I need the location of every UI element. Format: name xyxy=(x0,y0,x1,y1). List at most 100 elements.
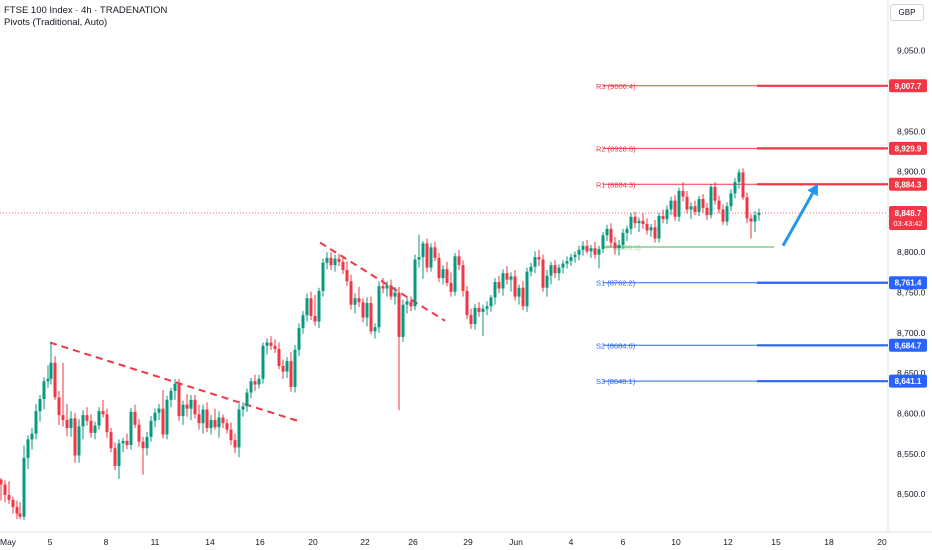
candle xyxy=(485,301,489,316)
candle xyxy=(677,187,681,222)
candle xyxy=(121,437,125,453)
candle xyxy=(641,213,645,229)
candle xyxy=(373,323,377,339)
candle-body xyxy=(281,365,285,372)
candle-body xyxy=(637,220,641,224)
candle-body xyxy=(421,243,425,258)
candle xyxy=(265,338,269,355)
candle xyxy=(301,311,305,334)
candle-body xyxy=(753,215,757,222)
candle-body xyxy=(321,262,325,291)
candle-body xyxy=(693,206,697,212)
candle xyxy=(473,303,477,330)
forecast-arrow xyxy=(781,192,814,247)
pivot-label: S3 (8640.1) xyxy=(596,377,636,386)
candle xyxy=(277,342,281,370)
candle xyxy=(569,253,573,266)
currency-button[interactable]: GBP xyxy=(890,4,924,21)
candle xyxy=(3,480,7,503)
candle-body xyxy=(157,408,161,413)
candle xyxy=(701,194,705,213)
candle-body xyxy=(685,196,689,210)
candle xyxy=(409,296,413,312)
time-tick-label: 11 xyxy=(151,537,160,547)
candle-body xyxy=(49,362,53,379)
candle-body xyxy=(425,243,429,268)
candle-body xyxy=(317,290,321,322)
candle-body xyxy=(397,292,401,337)
last-price-tag-label: 8,848.7 xyxy=(895,209,922,218)
candle xyxy=(157,403,161,420)
candle-body xyxy=(177,383,181,416)
candle xyxy=(653,219,657,243)
candle xyxy=(417,234,421,268)
time-tick-label: 14 xyxy=(205,537,215,547)
candle-body xyxy=(677,190,681,217)
candle xyxy=(345,261,349,287)
candle xyxy=(741,168,745,200)
pivots-indicator-label[interactable]: Pivots (Traditional, Auto) xyxy=(4,17,108,28)
candle-body xyxy=(461,265,465,291)
candle xyxy=(145,432,149,456)
candle-body xyxy=(437,257,441,279)
candle-body xyxy=(413,259,417,307)
candle xyxy=(601,232,605,254)
candle xyxy=(693,200,697,216)
candle xyxy=(425,238,429,273)
candle xyxy=(477,302,481,317)
candle xyxy=(413,254,417,311)
candle xyxy=(733,178,737,199)
candle-body xyxy=(297,328,301,350)
candle-body xyxy=(42,381,46,400)
candle-body xyxy=(549,265,553,276)
candle xyxy=(197,404,201,430)
candle xyxy=(401,299,405,342)
candle xyxy=(381,278,385,294)
candle-body xyxy=(313,315,317,322)
candle-body xyxy=(721,209,725,222)
candle-body xyxy=(385,285,389,289)
candle-body xyxy=(621,232,625,245)
candle-body xyxy=(333,258,337,266)
candle-body xyxy=(365,303,369,318)
candle xyxy=(329,252,333,270)
candle xyxy=(689,202,693,220)
candle xyxy=(681,182,685,202)
candle-body xyxy=(337,258,341,262)
candle xyxy=(213,408,217,430)
pivot-label: R3 (9006.4) xyxy=(596,82,636,91)
candle xyxy=(22,445,26,520)
candle-body xyxy=(30,433,34,440)
candle-body xyxy=(329,257,333,266)
candle xyxy=(269,336,273,350)
candle xyxy=(129,407,133,450)
candle xyxy=(713,182,717,205)
candle-body xyxy=(577,249,581,255)
candle-body xyxy=(589,248,593,252)
candle xyxy=(149,415,153,442)
candle-body xyxy=(733,182,737,194)
candle xyxy=(257,374,261,389)
candle xyxy=(245,388,249,412)
candle xyxy=(117,439,121,479)
candle-body xyxy=(301,315,305,329)
candle xyxy=(15,500,19,520)
candle-body xyxy=(3,484,7,495)
candle-body xyxy=(373,327,377,332)
candle xyxy=(281,359,285,379)
candle-body xyxy=(57,397,61,416)
candle xyxy=(177,378,181,421)
candle-body xyxy=(0,479,3,485)
candle-body xyxy=(69,418,73,429)
candle xyxy=(217,411,221,438)
candle-body xyxy=(465,290,469,316)
candle xyxy=(621,228,625,250)
candle xyxy=(673,194,677,221)
candle-body xyxy=(617,244,621,249)
candle-body xyxy=(393,292,397,297)
price-tick-label: 8,750.0 xyxy=(897,288,926,298)
candle-body xyxy=(501,273,505,289)
candle-body xyxy=(357,298,361,303)
